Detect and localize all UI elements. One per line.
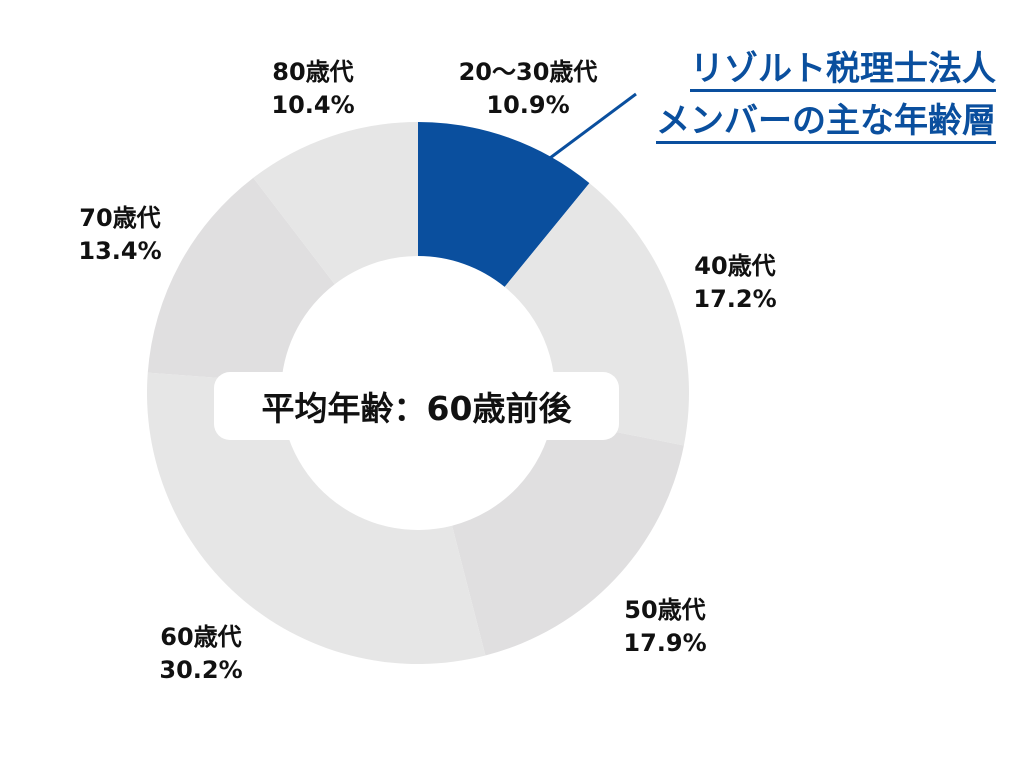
label-80-name: 80歳代 (272, 58, 354, 86)
label-70-name: 70歳代 (79, 204, 161, 232)
callout-leader-line (549, 92, 637, 160)
label-50: 50歳代 17.9% (623, 594, 706, 660)
callout-title: リゾルト税理士法人 メンバーの主な年齢層 (636, 46, 996, 150)
donut-slice-80歳代 (253, 122, 418, 285)
label-50-pct: 17.9% (623, 629, 707, 657)
label-40-name: 40歳代 (694, 252, 776, 280)
donut-slice-70歳代 (147, 177, 335, 383)
average-age-text: 平均年齢：60歳前後 (261, 389, 572, 428)
callout-line-1: リゾルト税理士法人 (690, 49, 996, 92)
label-50-name: 50歳代 (624, 596, 706, 624)
callout-line-2: メンバーの主な年齢層 (656, 101, 996, 144)
label-70: 70歳代 13.4% (78, 202, 161, 268)
donut-slice-60歳代 (147, 372, 486, 664)
donut-slice-40歳代 (504, 183, 690, 446)
label-80: 80歳代 10.4% (271, 56, 354, 122)
label-40: 40歳代 17.2% (693, 250, 776, 316)
label-40-pct: 17.2% (693, 285, 777, 313)
label-70-pct: 13.4% (78, 237, 162, 265)
donut-slice-20〜30歳代 (418, 122, 590, 287)
label-80-pct: 10.4% (271, 91, 355, 119)
donut-slice-50歳代 (452, 419, 684, 656)
donut-slices (147, 122, 690, 664)
label-60: 60歳代 30.2% (159, 621, 242, 687)
label-60-pct: 30.2% (159, 656, 243, 684)
average-age-box: 平均年齢：60歳前後 (214, 372, 619, 440)
label-20-30-name: 20〜30歳代 (458, 58, 598, 86)
label-60-name: 60歳代 (160, 623, 242, 651)
label-20-30-pct: 10.9% (486, 91, 570, 119)
label-20-30: 20〜30歳代 10.9% (459, 56, 598, 122)
